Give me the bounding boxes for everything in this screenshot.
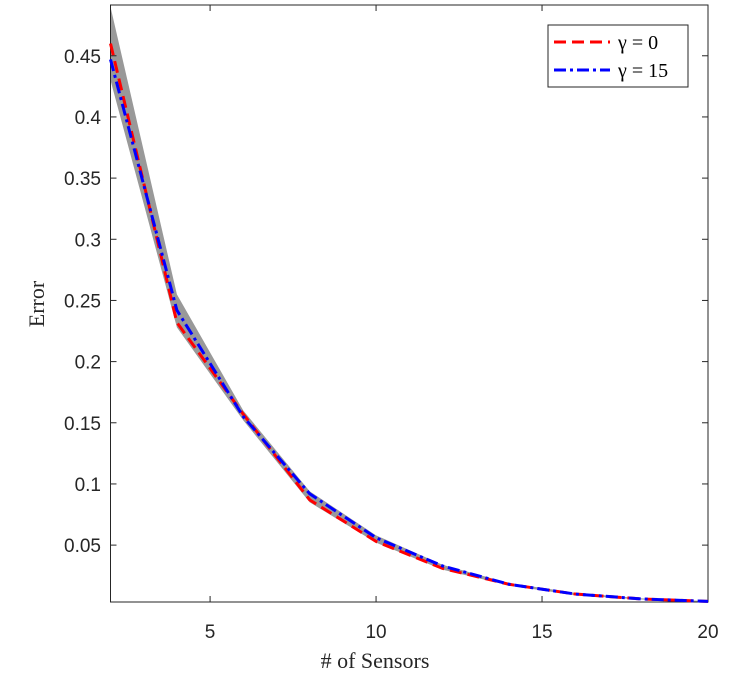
series-line (109, 59, 709, 603)
y-tick-label: 0.05 (64, 536, 101, 557)
x-tick-label: 5 (205, 622, 216, 643)
x-tick-label: 10 (365, 622, 386, 643)
y-tick-label: 0.4 (75, 108, 102, 129)
y-tick-label: 0.1 (75, 475, 101, 496)
y-tick-label: 0.3 (75, 230, 101, 251)
error-band (110, 6, 708, 603)
legend-label: γ = 15 (617, 60, 668, 82)
y-tick-label: 0.15 (64, 414, 101, 435)
series-line (109, 43, 709, 603)
legend-label: γ = 0 (617, 32, 658, 54)
x-axis-label: # of Sensors (321, 648, 430, 673)
y-tick-label: 0.25 (64, 291, 101, 312)
y-tick-label: 0.35 (64, 169, 101, 190)
y-tick-label: 0.45 (64, 47, 101, 68)
x-tick-label: 20 (697, 622, 718, 643)
legend-box (547, 24, 689, 88)
x-tick-label: 15 (531, 622, 552, 643)
y-axis-label: Error (24, 280, 49, 327)
y-tick-label: 0.2 (75, 353, 101, 374)
plot-frame (110, 4, 709, 603)
